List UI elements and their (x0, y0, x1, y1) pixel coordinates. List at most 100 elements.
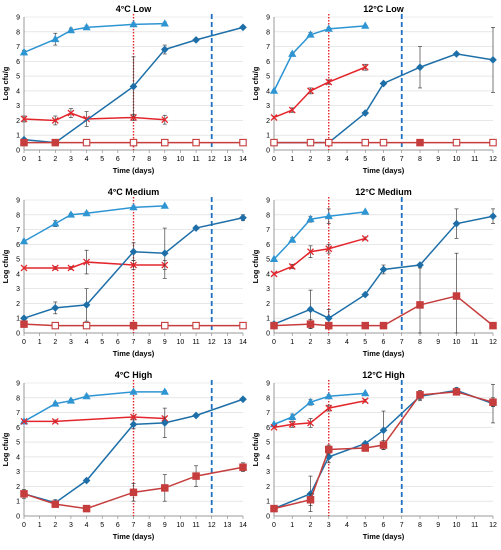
data-point-triangle (66, 396, 76, 404)
x-tick-label: 0 (22, 339, 26, 346)
data-point-cross (361, 397, 369, 405)
data-point-square-open (161, 321, 169, 330)
x-axis-label: Time (days) (113, 349, 155, 358)
x-tick-label: 8 (147, 339, 151, 346)
y-tick-label: 9 (16, 198, 20, 205)
data-point-triangle (66, 25, 76, 34)
x-tick-label: 8 (147, 522, 151, 529)
data-point-square-open (379, 138, 388, 147)
data-point-triangle (160, 387, 169, 395)
data-point-diamond (379, 265, 388, 274)
data-point-cross (130, 261, 137, 269)
y-tick-label: 2 (16, 118, 20, 125)
x-tick-label: 1 (290, 156, 294, 163)
data-point-triangle (129, 387, 138, 395)
data-point-square (306, 320, 315, 328)
series-cross (270, 234, 369, 278)
y-tick-label: 0 (266, 514, 270, 521)
series-square-open (20, 320, 247, 330)
y-tick-label: 6 (266, 425, 270, 432)
y-tick-label: 4 (266, 271, 270, 278)
data-point-triangle (361, 388, 370, 397)
x-tick-label: 0 (22, 156, 26, 163)
data-point-square (489, 321, 497, 330)
x-tick-label: 4 (345, 522, 349, 529)
y-axis-label: Log cfu/g (251, 249, 260, 283)
data-point-triangle (324, 391, 333, 400)
data-point-diamond (452, 219, 461, 228)
data-point-square (239, 463, 247, 471)
x-tick-label: 7 (400, 156, 404, 163)
x-tick-label: 12 (489, 339, 497, 346)
data-point-square-open (416, 138, 424, 147)
data-point-cross (307, 419, 314, 427)
series-cross (20, 413, 169, 425)
y-tick-label: 5 (16, 257, 20, 264)
x-tick-label: 11 (471, 339, 478, 346)
data-point-square-open (452, 138, 461, 147)
x-tick-label: 1 (290, 522, 294, 529)
data-point-triangle (160, 201, 169, 209)
data-point-square (270, 504, 278, 513)
y-tick-label: 6 (16, 59, 20, 66)
x-tick-label: 6 (382, 156, 386, 163)
x-tick-label: 1 (38, 339, 42, 346)
y-tick-label: 2 (266, 301, 270, 308)
data-point-cross (51, 264, 59, 272)
series-triangle (269, 207, 370, 263)
data-point-square (489, 398, 497, 406)
x-tick-label: 8 (418, 522, 422, 529)
y-tick-label: 8 (266, 212, 270, 219)
series-line (24, 261, 165, 269)
series-cross (20, 249, 169, 275)
data-point-square-open (82, 321, 91, 330)
series-line (274, 53, 494, 144)
data-point-triangle (361, 21, 370, 29)
data-point-square (129, 488, 138, 497)
x-tick-label: 9 (436, 339, 440, 346)
y-tick-label: 6 (266, 242, 270, 249)
y-tick-label: 3 (266, 103, 270, 110)
data-point-diamond (416, 63, 424, 72)
data-point-triangle (306, 214, 315, 223)
x-tick-label: 5 (100, 522, 104, 529)
data-point-diamond (239, 213, 247, 222)
data-point-diamond (82, 301, 91, 309)
y-tick-label: 5 (16, 440, 20, 447)
x-tick-label: 7 (400, 339, 404, 346)
series-square-open (20, 138, 247, 147)
data-point-diamond (324, 314, 333, 323)
y-tick-label: 9 (266, 198, 270, 205)
chart-title: 4°C High (115, 370, 153, 380)
x-tick-label: 7 (132, 156, 136, 163)
series-line (273, 211, 366, 260)
y-tick-label: 9 (16, 15, 20, 22)
data-point-cross (20, 264, 28, 272)
y-axis-label: Log cfu/g (251, 66, 260, 100)
y-tick-label: 9 (266, 381, 270, 388)
data-point-square (161, 484, 169, 492)
data-point-triangle (288, 49, 297, 57)
data-point-square (324, 321, 333, 330)
data-point-diamond (489, 56, 497, 64)
series-triangle (19, 201, 169, 245)
x-tick-label: 6 (382, 522, 386, 529)
data-point-square (361, 321, 369, 330)
x-tick-label: 1 (290, 339, 294, 346)
y-tick-label: 7 (266, 410, 270, 417)
data-point-cross (325, 78, 333, 86)
y-tick-label: 0 (16, 331, 20, 338)
data-point-cross (307, 87, 314, 95)
y-tick-label: 8 (16, 212, 20, 219)
x-tick-label: 14 (239, 339, 247, 346)
y-tick-label: 7 (16, 410, 20, 417)
y-tick-label: 7 (16, 44, 20, 51)
x-tick-label: 3 (69, 339, 73, 346)
series-cross (270, 397, 369, 431)
x-tick-label: 1 (38, 156, 42, 163)
y-tick-label: 2 (16, 484, 20, 491)
y-tick-label: 0 (266, 331, 270, 338)
